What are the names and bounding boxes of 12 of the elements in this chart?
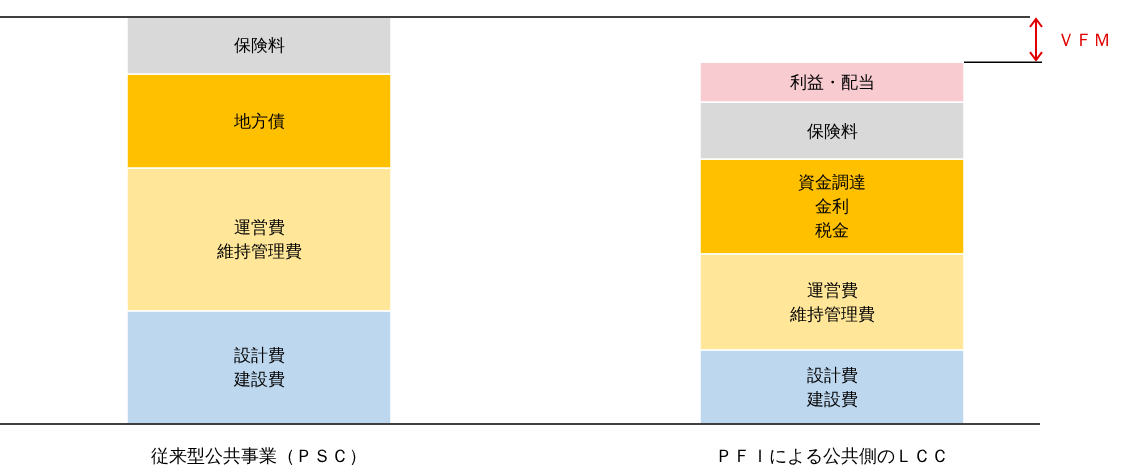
series-label: 設計費 建設費	[806, 363, 858, 411]
text: ＶＦＭ	[1057, 29, 1111, 51]
x-tick-label: ＰＦＩによる公共側のＬＣＣ	[715, 444, 949, 465]
text: 保険料	[806, 120, 858, 141]
text: 設計費建設費	[233, 345, 285, 390]
series-label: 運営費 維持管理費	[789, 278, 875, 326]
text: 運営費維持管理費	[216, 217, 302, 262]
series-label: 地方債	[233, 110, 285, 133]
series-label: 利益・配当	[789, 71, 875, 95]
x-tick-label: 従来型公共事業（ＰＳＣ）	[151, 444, 367, 465]
series-label: 保険料	[233, 34, 285, 58]
series-label: 資金調達金利税金	[798, 171, 866, 243]
